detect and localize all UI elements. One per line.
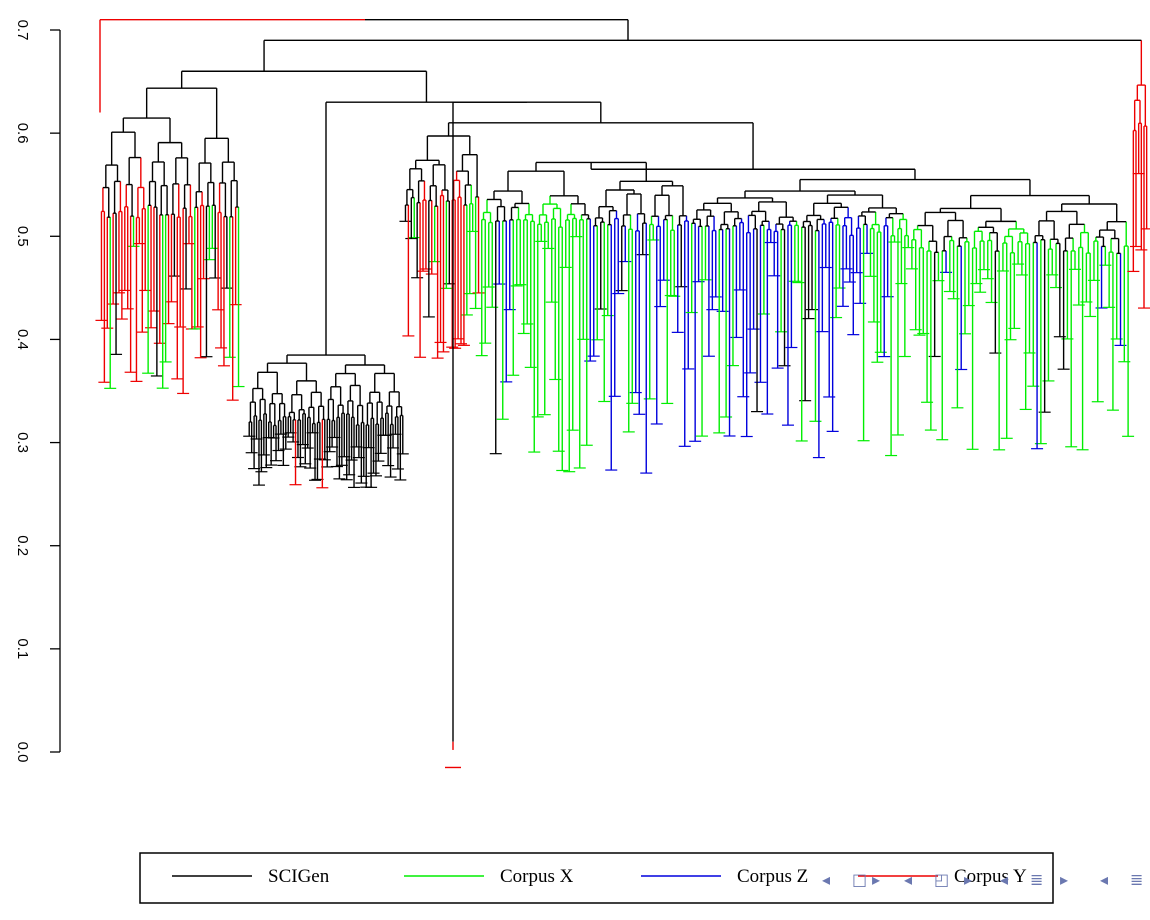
y-tick-label: 0.0	[14, 742, 31, 763]
nav-controls[interactable]: ◂ □ ▸ ◂ ◰ ▸ ◂ ≣ ▸ ◂ ≣	[822, 870, 1143, 889]
nav-glyph: ◰	[934, 870, 949, 889]
y-tick-label: 0.3	[14, 432, 31, 453]
legend-label: Corpus Y	[954, 866, 1027, 887]
y-tick-label: 0.5	[14, 226, 31, 247]
y-axis: 0.0 0.1 0.2 0.3 0.4 0.5 0.6 0.7	[14, 20, 61, 763]
legend: SCIGen Corpus X Corpus Z Corpus Y	[139, 852, 1054, 904]
legend-box	[139, 852, 1054, 904]
y-tick-label: 0.7	[14, 20, 31, 41]
legend-label: Corpus Z	[737, 866, 808, 887]
nav-glyph: ≣	[1130, 870, 1143, 889]
nav-glyph: ◂	[822, 870, 830, 889]
legend-label: Corpus X	[500, 866, 574, 887]
nav-glyph: □	[852, 870, 867, 889]
y-tick-label: 0.6	[14, 123, 31, 144]
nav-glyph: ◂	[1000, 870, 1008, 889]
nav-glyph: ≣	[1030, 870, 1043, 889]
dendrogram-tree	[95, 18, 1150, 769]
y-tick-label: 0.2	[14, 535, 31, 556]
y-tick-label: 0.4	[14, 329, 31, 350]
y-tick-label: 0.1	[14, 638, 31, 659]
nav-glyph: ◂	[904, 870, 912, 889]
nav-glyph: ▸	[964, 870, 972, 889]
nav-glyph: ▸	[872, 870, 880, 889]
legend-label: SCIGen	[268, 866, 330, 887]
nav-glyph: ◂	[1100, 870, 1108, 889]
nav-glyph: ▸	[1060, 870, 1068, 889]
